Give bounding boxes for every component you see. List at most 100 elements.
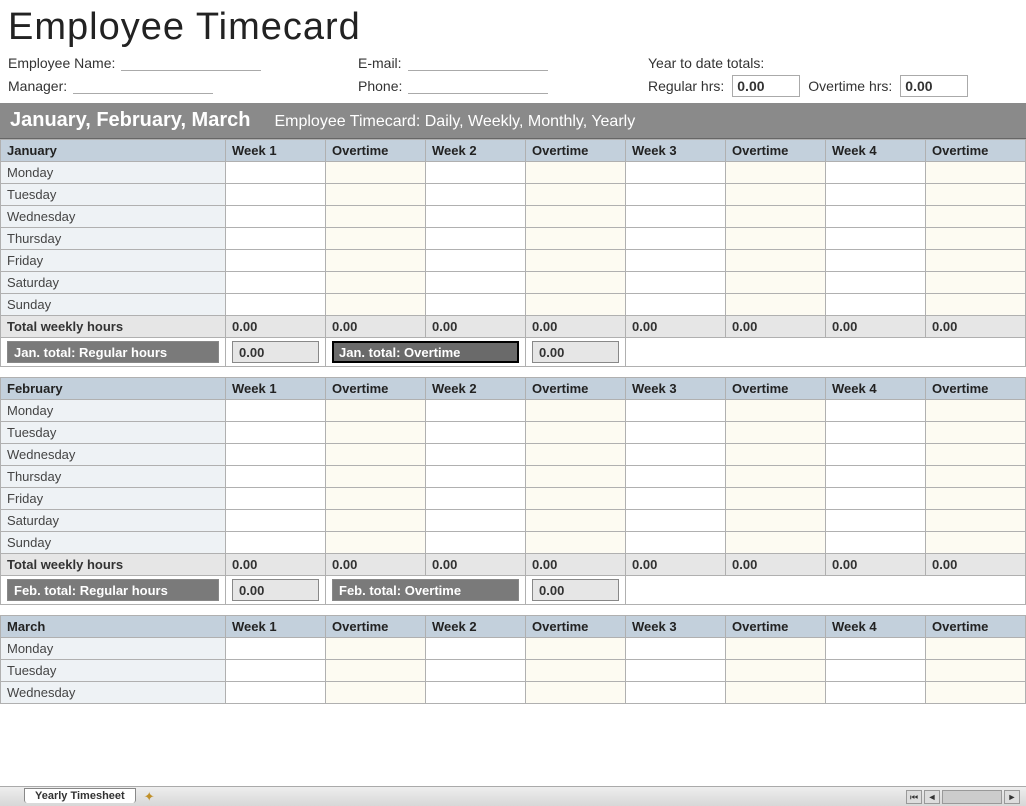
hours-cell[interactable] bbox=[626, 422, 726, 444]
phone-input[interactable] bbox=[408, 78, 548, 94]
hours-cell[interactable] bbox=[426, 444, 526, 466]
hours-cell[interactable] bbox=[726, 184, 826, 206]
hours-cell[interactable] bbox=[326, 206, 426, 228]
hours-cell[interactable] bbox=[626, 488, 726, 510]
new-sheet-icon[interactable]: ✦ bbox=[144, 789, 155, 805]
hours-cell[interactable] bbox=[526, 638, 626, 660]
hours-cell[interactable] bbox=[626, 294, 726, 316]
hours-cell[interactable] bbox=[226, 294, 326, 316]
hours-cell[interactable] bbox=[226, 162, 326, 184]
hours-cell[interactable] bbox=[526, 184, 626, 206]
hours-cell[interactable] bbox=[526, 444, 626, 466]
hours-cell[interactable] bbox=[826, 466, 926, 488]
hours-cell[interactable] bbox=[926, 184, 1026, 206]
jan-mt-ot-label[interactable]: Jan. total: Overtime bbox=[332, 341, 519, 363]
hours-cell[interactable] bbox=[226, 488, 326, 510]
hours-cell[interactable] bbox=[226, 206, 326, 228]
hours-cell[interactable] bbox=[726, 510, 826, 532]
hours-cell[interactable] bbox=[426, 638, 526, 660]
hours-cell[interactable] bbox=[726, 422, 826, 444]
hours-cell[interactable] bbox=[326, 660, 426, 682]
hours-cell[interactable] bbox=[826, 488, 926, 510]
hours-cell[interactable] bbox=[526, 466, 626, 488]
hours-cell[interactable] bbox=[326, 682, 426, 704]
hours-cell[interactable] bbox=[926, 682, 1026, 704]
hours-cell[interactable] bbox=[326, 638, 426, 660]
hours-cell[interactable] bbox=[626, 272, 726, 294]
hours-cell[interactable] bbox=[426, 510, 526, 532]
hours-cell[interactable] bbox=[526, 294, 626, 316]
hours-cell[interactable] bbox=[926, 510, 1026, 532]
hours-cell[interactable] bbox=[426, 400, 526, 422]
hours-cell[interactable] bbox=[826, 162, 926, 184]
hours-cell[interactable] bbox=[726, 250, 826, 272]
hours-cell[interactable] bbox=[626, 444, 726, 466]
hours-cell[interactable] bbox=[726, 638, 826, 660]
hours-cell[interactable] bbox=[626, 682, 726, 704]
email-input[interactable] bbox=[408, 55, 548, 71]
hours-cell[interactable] bbox=[226, 272, 326, 294]
hours-cell[interactable] bbox=[826, 294, 926, 316]
scroll-first-icon[interactable]: ⏮ bbox=[906, 790, 922, 804]
hours-cell[interactable] bbox=[526, 510, 626, 532]
hours-cell[interactable] bbox=[626, 660, 726, 682]
hours-cell[interactable] bbox=[326, 466, 426, 488]
hours-cell[interactable] bbox=[426, 206, 526, 228]
hours-cell[interactable] bbox=[626, 250, 726, 272]
worksheet-tab[interactable]: Yearly Timesheet bbox=[24, 788, 136, 803]
hours-cell[interactable] bbox=[326, 422, 426, 444]
hours-cell[interactable] bbox=[226, 184, 326, 206]
hours-cell[interactable] bbox=[726, 294, 826, 316]
hours-cell[interactable] bbox=[826, 422, 926, 444]
hours-cell[interactable] bbox=[826, 638, 926, 660]
hours-cell[interactable] bbox=[226, 510, 326, 532]
hours-cell[interactable] bbox=[326, 162, 426, 184]
hours-cell[interactable] bbox=[226, 466, 326, 488]
hours-cell[interactable] bbox=[426, 184, 526, 206]
hours-cell[interactable] bbox=[326, 488, 426, 510]
hours-cell[interactable] bbox=[926, 294, 1026, 316]
hours-cell[interactable] bbox=[726, 444, 826, 466]
hours-cell[interactable] bbox=[326, 250, 426, 272]
hours-cell[interactable] bbox=[526, 250, 626, 272]
hours-cell[interactable] bbox=[826, 444, 926, 466]
hours-cell[interactable] bbox=[526, 272, 626, 294]
hours-cell[interactable] bbox=[226, 422, 326, 444]
hours-cell[interactable] bbox=[526, 682, 626, 704]
hours-cell[interactable] bbox=[926, 400, 1026, 422]
hours-cell[interactable] bbox=[926, 532, 1026, 554]
hours-cell[interactable] bbox=[226, 682, 326, 704]
hours-cell[interactable] bbox=[226, 400, 326, 422]
hours-cell[interactable] bbox=[926, 660, 1026, 682]
hours-cell[interactable] bbox=[926, 228, 1026, 250]
hours-cell[interactable] bbox=[626, 206, 726, 228]
hours-cell[interactable] bbox=[426, 660, 526, 682]
scroll-right-icon[interactable]: ► bbox=[1004, 790, 1020, 804]
hours-cell[interactable] bbox=[926, 488, 1026, 510]
hours-cell[interactable] bbox=[426, 272, 526, 294]
hours-cell[interactable] bbox=[926, 206, 1026, 228]
hours-cell[interactable] bbox=[826, 184, 926, 206]
hours-cell[interactable] bbox=[426, 294, 526, 316]
hours-cell[interactable] bbox=[626, 228, 726, 250]
manager-input[interactable] bbox=[73, 78, 213, 94]
hours-cell[interactable] bbox=[826, 250, 926, 272]
hours-cell[interactable] bbox=[726, 272, 826, 294]
hours-cell[interactable] bbox=[226, 638, 326, 660]
hours-cell[interactable] bbox=[526, 162, 626, 184]
hours-cell[interactable] bbox=[726, 466, 826, 488]
hours-cell[interactable] bbox=[426, 250, 526, 272]
hours-cell[interactable] bbox=[426, 162, 526, 184]
hours-cell[interactable] bbox=[926, 162, 1026, 184]
hours-cell[interactable] bbox=[826, 400, 926, 422]
hours-cell[interactable] bbox=[526, 228, 626, 250]
scroll-left-icon[interactable]: ◄ bbox=[924, 790, 940, 804]
hours-cell[interactable] bbox=[826, 532, 926, 554]
hours-cell[interactable] bbox=[926, 466, 1026, 488]
hours-cell[interactable] bbox=[926, 444, 1026, 466]
hours-cell[interactable] bbox=[626, 400, 726, 422]
hours-cell[interactable] bbox=[626, 184, 726, 206]
hours-cell[interactable] bbox=[226, 532, 326, 554]
hours-cell[interactable] bbox=[726, 682, 826, 704]
hours-cell[interactable] bbox=[426, 228, 526, 250]
